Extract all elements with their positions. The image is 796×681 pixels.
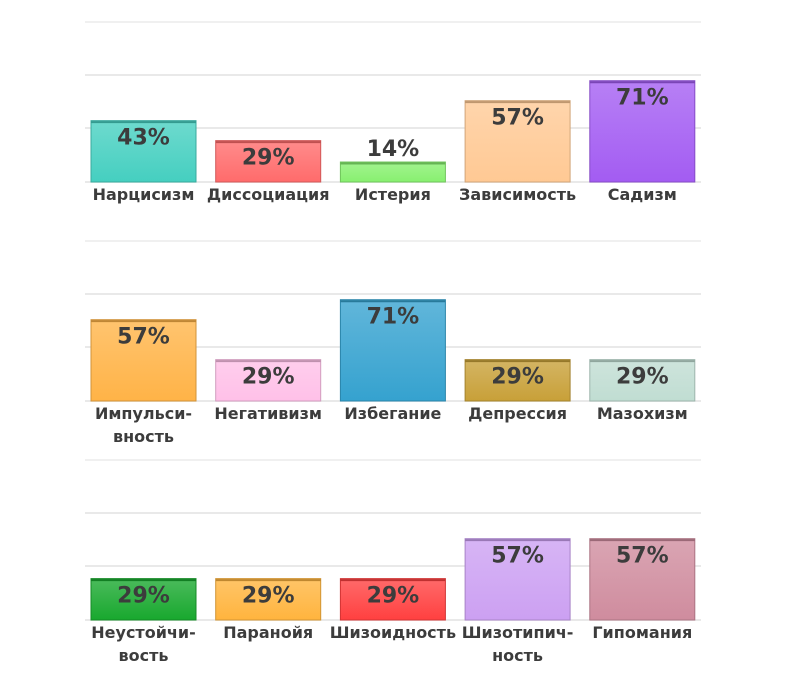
data-label: 29% — [117, 584, 170, 609]
data-label: 29% — [242, 365, 295, 390]
chart-panel-1: 43% Нарцисизм 29% Диссоциация 14% Истерия 57% З… — [85, 21, 701, 204]
tick-label: вность — [113, 427, 174, 446]
data-label: 43% — [117, 126, 170, 151]
bar-Диссоциация — [215, 140, 322, 183]
data-label: 57% — [491, 544, 544, 569]
tick-label: Неустойчи- — [91, 623, 195, 642]
tick-label: Зависимость — [459, 185, 576, 204]
bar-Паранойя — [215, 578, 322, 621]
data-label: 29% — [491, 365, 544, 390]
tick-label: Депрессия — [468, 404, 567, 423]
bar-Неустойчивость — [90, 578, 197, 621]
bar-Истерия — [339, 161, 446, 183]
tick-label: Импульси- — [95, 404, 192, 423]
bar-Шизоидность — [339, 578, 446, 621]
bar-Гипомания — [589, 538, 696, 621]
data-label: 29% — [367, 584, 420, 609]
data-label: 57% — [117, 325, 170, 350]
tick-label: Мазохизм — [597, 404, 688, 423]
bar-Депрессия — [464, 359, 571, 402]
data-label: 57% — [491, 106, 544, 131]
bar-Импульсивность — [90, 319, 197, 402]
data-label: 57% — [616, 544, 669, 569]
tick-label: ность — [492, 646, 543, 665]
bar-Садизм — [589, 80, 696, 183]
tick-label: Паранойя — [223, 623, 313, 642]
data-label: 29% — [242, 584, 295, 609]
tick-label: Садизм — [608, 185, 677, 204]
bar-Шизотипичность — [464, 538, 571, 621]
tick-label: вость — [119, 646, 169, 665]
tick-label: Избегание — [344, 404, 441, 423]
tick-label: Шизотипич- — [462, 623, 574, 642]
data-label: 29% — [242, 146, 295, 171]
chart-panel-3: 29% Неустойчи-вость 29% Паранойя 29% Шизоидно… — [85, 459, 701, 665]
bar-Нарцисизм — [90, 120, 197, 183]
bar-Мазохизм — [589, 359, 696, 402]
tick-label: Шизоидность — [330, 623, 456, 642]
data-label: 71% — [616, 86, 669, 111]
tick-label: Негативизм — [214, 404, 322, 423]
bar-Избегание — [339, 299, 446, 402]
bar-Негативизм — [215, 359, 322, 402]
tick-label: Гипомания — [592, 623, 692, 642]
bar-Зависимость — [464, 100, 571, 183]
chart-panel-2: 57% Импульси-вность 29% Негативизм 71% Избега… — [85, 240, 701, 446]
tick-label: Диссоциация — [207, 185, 330, 204]
tick-label: Истерия — [355, 185, 431, 204]
tick-label: Нарцисизм — [93, 185, 195, 204]
data-label: 71% — [367, 305, 420, 330]
data-label: 29% — [616, 365, 669, 390]
data-label: 14% — [367, 137, 420, 162]
